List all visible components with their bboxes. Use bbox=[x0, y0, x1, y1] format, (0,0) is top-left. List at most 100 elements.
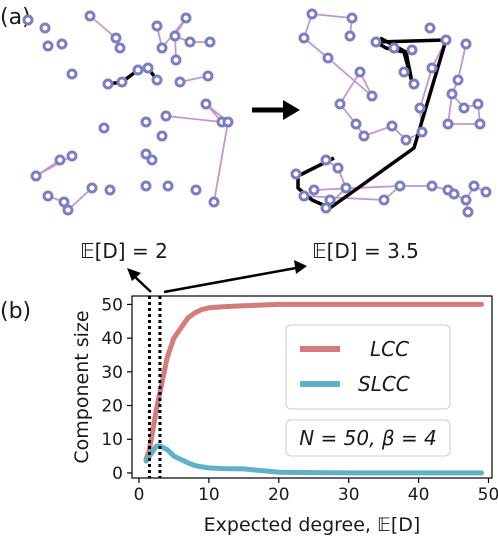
network-node bbox=[398, 66, 410, 78]
network-node bbox=[66, 68, 78, 80]
network-node bbox=[110, 32, 122, 44]
y-axis-ticks: 0 10 20 30 40 50 bbox=[101, 295, 132, 484]
network-node bbox=[394, 180, 406, 192]
network-node bbox=[160, 110, 172, 122]
network-node bbox=[42, 190, 54, 202]
right-network-degree-label: 𝔼[D] = 3.5 bbox=[312, 239, 419, 263]
network-node bbox=[66, 150, 78, 162]
network-node bbox=[170, 54, 182, 66]
network-node bbox=[332, 162, 344, 174]
network-node bbox=[446, 88, 458, 100]
network-node bbox=[22, 14, 34, 26]
pointer-arrow-left bbox=[127, 268, 152, 293]
network-node bbox=[54, 154, 66, 166]
network-node bbox=[102, 78, 114, 90]
y-axis-label: Component size bbox=[71, 310, 93, 463]
network-node bbox=[169, 30, 181, 42]
network-node bbox=[204, 36, 216, 48]
network-node bbox=[344, 30, 356, 42]
network-node bbox=[324, 194, 336, 206]
legend-lcc-label: LCC bbox=[370, 337, 409, 361]
network-node bbox=[42, 40, 54, 52]
network-node bbox=[140, 180, 152, 192]
x-tick-label: 50 bbox=[478, 485, 498, 505]
network-node bbox=[406, 44, 418, 56]
network-node bbox=[426, 180, 438, 192]
network-node bbox=[116, 76, 128, 88]
network-node bbox=[388, 42, 400, 54]
network-node bbox=[358, 130, 370, 142]
network-node bbox=[306, 8, 318, 20]
y-tick-label: 40 bbox=[101, 329, 123, 349]
network-node bbox=[140, 116, 152, 128]
network-node bbox=[184, 36, 196, 48]
network-node bbox=[58, 196, 70, 208]
network-node bbox=[190, 184, 202, 196]
network-node bbox=[180, 12, 192, 24]
x-tick-label: 20 bbox=[268, 485, 290, 505]
network-edge bbox=[419, 67, 433, 109]
network-node bbox=[56, 38, 68, 50]
network-node bbox=[448, 188, 460, 200]
x-axis-ticks: 0 10 20 30 40 50 bbox=[134, 478, 498, 505]
network-node bbox=[174, 76, 186, 88]
network-node bbox=[39, 22, 51, 34]
network-node bbox=[162, 180, 174, 192]
y-tick-label: 30 bbox=[101, 363, 123, 383]
legend-box bbox=[285, 324, 451, 410]
legend: LCC SLCC bbox=[285, 324, 451, 410]
network-node bbox=[440, 34, 452, 46]
series-line-lcc bbox=[143, 301, 484, 462]
panel-b-label: (b) bbox=[0, 299, 31, 324]
network-node bbox=[350, 118, 362, 130]
network-node bbox=[462, 206, 474, 218]
network-node bbox=[142, 62, 154, 74]
parameter-text: N = 50, β = 4 bbox=[299, 426, 437, 450]
network-node bbox=[132, 64, 144, 76]
network-node bbox=[460, 194, 472, 206]
network-node bbox=[222, 116, 234, 128]
network-right bbox=[290, 8, 492, 218]
y-tick-label: 20 bbox=[101, 397, 123, 417]
pointer-arrow-right bbox=[163, 260, 307, 294]
y-tick-label: 10 bbox=[101, 430, 123, 450]
x-tick-label: 40 bbox=[408, 485, 430, 505]
x-tick-label: 0 bbox=[134, 485, 145, 505]
parameter-box bbox=[285, 419, 451, 457]
x-tick-label: 10 bbox=[198, 485, 220, 505]
network-node bbox=[378, 194, 390, 206]
network-node bbox=[298, 32, 310, 44]
network-node bbox=[151, 20, 163, 32]
network-edge bbox=[35, 155, 73, 177]
network-node bbox=[346, 12, 358, 24]
network-node bbox=[156, 42, 168, 54]
network-node bbox=[140, 148, 152, 160]
network-node bbox=[334, 98, 346, 110]
network-edge bbox=[89, 15, 117, 39]
x-tick-label: 30 bbox=[338, 485, 360, 505]
network-node bbox=[452, 74, 464, 86]
network-node bbox=[442, 118, 454, 130]
network-node bbox=[480, 186, 492, 198]
y-tick-label: 0 bbox=[112, 464, 123, 484]
network-left bbox=[22, 10, 234, 216]
left-network-degree-label: 𝔼[D] = 2 bbox=[80, 239, 168, 263]
network-node bbox=[354, 66, 366, 78]
network-node bbox=[426, 62, 438, 74]
network-edge bbox=[457, 43, 467, 81]
x-axis-label: Expected degree, 𝔼[D] bbox=[204, 514, 421, 536]
network-edge bbox=[165, 115, 223, 123]
plot-frame bbox=[131, 295, 493, 479]
network-node bbox=[474, 118, 486, 130]
parameter-annotation: N = 50, β = 4 bbox=[285, 419, 451, 457]
network-node bbox=[414, 102, 426, 114]
network-node bbox=[290, 168, 302, 180]
network-node bbox=[151, 74, 163, 86]
network-node bbox=[156, 130, 168, 142]
network-node bbox=[202, 70, 214, 82]
network-node bbox=[400, 134, 412, 146]
network-node bbox=[460, 38, 472, 50]
network-node bbox=[468, 180, 480, 192]
right-network-path bbox=[296, 36, 448, 210]
